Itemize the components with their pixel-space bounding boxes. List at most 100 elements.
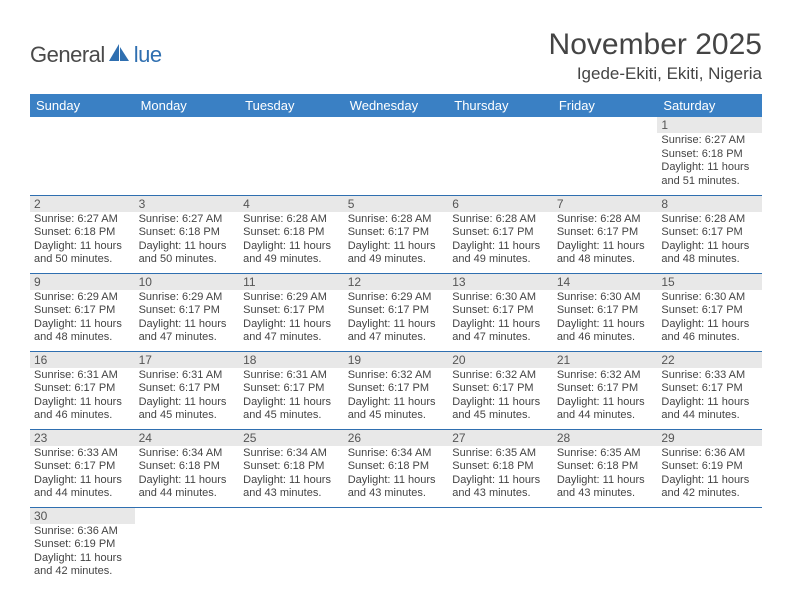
daylight-line: Daylight: 11 hours and 44 minutes. (661, 396, 758, 423)
day-number: 24 (135, 430, 240, 446)
sunset-line: Sunset: 6:17 PM (139, 304, 236, 318)
sunrise-line: Sunrise: 6:33 AM (661, 369, 758, 383)
title-block: November 2025 Igede-Ekiti, Ekiti, Nigeri… (549, 28, 762, 84)
day-number: 28 (553, 430, 658, 446)
day-number: 3 (135, 196, 240, 212)
day-details: Sunrise: 6:35 AMSunset: 6:18 PMDaylight:… (448, 446, 553, 503)
calendar-table: Sunday Monday Tuesday Wednesday Thursday… (30, 94, 762, 585)
calendar-cell: 30Sunrise: 6:36 AMSunset: 6:19 PMDayligh… (30, 507, 135, 585)
sunset-line: Sunset: 6:18 PM (243, 226, 340, 240)
day-details: Sunrise: 6:27 AMSunset: 6:18 PMDaylight:… (30, 212, 135, 269)
calendar-cell: 8Sunrise: 6:28 AMSunset: 6:17 PMDaylight… (657, 195, 762, 273)
daylight-line: Daylight: 11 hours and 43 minutes. (452, 474, 549, 501)
sunrise-line: Sunrise: 6:35 AM (557, 447, 654, 461)
sunset-line: Sunset: 6:18 PM (557, 460, 654, 474)
day-details: Sunrise: 6:31 AMSunset: 6:17 PMDaylight:… (30, 368, 135, 425)
calendar-cell (30, 117, 135, 195)
daylight-line: Daylight: 11 hours and 44 minutes. (34, 474, 131, 501)
sunset-line: Sunset: 6:17 PM (557, 226, 654, 240)
day-details: Sunrise: 6:36 AMSunset: 6:19 PMDaylight:… (657, 446, 762, 503)
calendar-cell: 2Sunrise: 6:27 AMSunset: 6:18 PMDaylight… (30, 195, 135, 273)
sunset-line: Sunset: 6:17 PM (452, 304, 549, 318)
sunrise-line: Sunrise: 6:34 AM (243, 447, 340, 461)
sunset-line: Sunset: 6:18 PM (661, 148, 758, 162)
daylight-line: Daylight: 11 hours and 43 minutes. (348, 474, 445, 501)
sunset-line: Sunset: 6:17 PM (34, 304, 131, 318)
day-details: Sunrise: 6:31 AMSunset: 6:17 PMDaylight:… (239, 368, 344, 425)
day-header: Thursday (448, 94, 553, 117)
calendar-cell: 14Sunrise: 6:30 AMSunset: 6:17 PMDayligh… (553, 273, 658, 351)
day-header: Friday (553, 94, 658, 117)
sunrise-line: Sunrise: 6:29 AM (348, 291, 445, 305)
daylight-line: Daylight: 11 hours and 49 minutes. (348, 240, 445, 267)
sunrise-line: Sunrise: 6:33 AM (34, 447, 131, 461)
calendar-cell: 21Sunrise: 6:32 AMSunset: 6:17 PMDayligh… (553, 351, 658, 429)
sunset-line: Sunset: 6:17 PM (557, 304, 654, 318)
calendar-cell (344, 117, 449, 195)
calendar-cell (135, 507, 240, 585)
sunset-line: Sunset: 6:17 PM (452, 382, 549, 396)
day-number: 12 (344, 274, 449, 290)
day-header: Monday (135, 94, 240, 117)
sunrise-line: Sunrise: 6:27 AM (661, 134, 758, 148)
calendar-cell: 3Sunrise: 6:27 AMSunset: 6:18 PMDaylight… (135, 195, 240, 273)
sunset-line: Sunset: 6:18 PM (452, 460, 549, 474)
daylight-line: Daylight: 11 hours and 45 minutes. (243, 396, 340, 423)
day-number: 22 (657, 352, 762, 368)
day-details: Sunrise: 6:32 AMSunset: 6:17 PMDaylight:… (344, 368, 449, 425)
calendar-cell: 4Sunrise: 6:28 AMSunset: 6:18 PMDaylight… (239, 195, 344, 273)
day-details: Sunrise: 6:30 AMSunset: 6:17 PMDaylight:… (657, 290, 762, 347)
calendar-cell: 22Sunrise: 6:33 AMSunset: 6:17 PMDayligh… (657, 351, 762, 429)
sunrise-line: Sunrise: 6:36 AM (661, 447, 758, 461)
calendar-cell: 11Sunrise: 6:29 AMSunset: 6:17 PMDayligh… (239, 273, 344, 351)
day-details: Sunrise: 6:28 AMSunset: 6:17 PMDaylight:… (448, 212, 553, 269)
day-details: Sunrise: 6:28 AMSunset: 6:18 PMDaylight:… (239, 212, 344, 269)
sunset-line: Sunset: 6:19 PM (661, 460, 758, 474)
sunset-line: Sunset: 6:19 PM (34, 538, 131, 552)
calendar-cell: 10Sunrise: 6:29 AMSunset: 6:17 PMDayligh… (135, 273, 240, 351)
day-details: Sunrise: 6:30 AMSunset: 6:17 PMDaylight:… (448, 290, 553, 347)
calendar-cell: 27Sunrise: 6:35 AMSunset: 6:18 PMDayligh… (448, 429, 553, 507)
daylight-line: Daylight: 11 hours and 45 minutes. (452, 396, 549, 423)
daylight-line: Daylight: 11 hours and 46 minutes. (661, 318, 758, 345)
sunrise-line: Sunrise: 6:27 AM (139, 213, 236, 227)
calendar-cell (239, 507, 344, 585)
daylight-line: Daylight: 11 hours and 48 minutes. (557, 240, 654, 267)
day-details: Sunrise: 6:35 AMSunset: 6:18 PMDaylight:… (553, 446, 658, 503)
daylight-line: Daylight: 11 hours and 46 minutes. (34, 396, 131, 423)
sunset-line: Sunset: 6:17 PM (452, 226, 549, 240)
sunrise-line: Sunrise: 6:34 AM (139, 447, 236, 461)
sunrise-line: Sunrise: 6:35 AM (452, 447, 549, 461)
sunrise-line: Sunrise: 6:28 AM (661, 213, 758, 227)
day-details: Sunrise: 6:31 AMSunset: 6:17 PMDaylight:… (135, 368, 240, 425)
day-number: 13 (448, 274, 553, 290)
day-details: Sunrise: 6:29 AMSunset: 6:17 PMDaylight:… (239, 290, 344, 347)
calendar-cell: 5Sunrise: 6:28 AMSunset: 6:17 PMDaylight… (344, 195, 449, 273)
day-details: Sunrise: 6:34 AMSunset: 6:18 PMDaylight:… (135, 446, 240, 503)
sunset-line: Sunset: 6:18 PM (348, 460, 445, 474)
daylight-line: Daylight: 11 hours and 50 minutes. (139, 240, 236, 267)
calendar-cell: 20Sunrise: 6:32 AMSunset: 6:17 PMDayligh… (448, 351, 553, 429)
day-details: Sunrise: 6:27 AMSunset: 6:18 PMDaylight:… (657, 133, 762, 190)
sunrise-line: Sunrise: 6:30 AM (452, 291, 549, 305)
calendar-cell: 19Sunrise: 6:32 AMSunset: 6:17 PMDayligh… (344, 351, 449, 429)
day-header: Tuesday (239, 94, 344, 117)
sunrise-line: Sunrise: 6:32 AM (348, 369, 445, 383)
day-number: 1 (657, 117, 762, 133)
daylight-line: Daylight: 11 hours and 51 minutes. (661, 161, 758, 188)
daylight-line: Daylight: 11 hours and 47 minutes. (348, 318, 445, 345)
daylight-line: Daylight: 11 hours and 43 minutes. (243, 474, 340, 501)
day-details: Sunrise: 6:29 AMSunset: 6:17 PMDaylight:… (30, 290, 135, 347)
calendar-row: 2Sunrise: 6:27 AMSunset: 6:18 PMDaylight… (30, 195, 762, 273)
calendar-cell: 7Sunrise: 6:28 AMSunset: 6:17 PMDaylight… (553, 195, 658, 273)
day-details: Sunrise: 6:36 AMSunset: 6:19 PMDaylight:… (30, 524, 135, 581)
sunset-line: Sunset: 6:17 PM (139, 382, 236, 396)
sunrise-line: Sunrise: 6:30 AM (661, 291, 758, 305)
logo-text-general: General (30, 42, 105, 68)
calendar-cell: 15Sunrise: 6:30 AMSunset: 6:17 PMDayligh… (657, 273, 762, 351)
calendar-body: 1Sunrise: 6:27 AMSunset: 6:18 PMDaylight… (30, 117, 762, 585)
day-number: 9 (30, 274, 135, 290)
day-number: 20 (448, 352, 553, 368)
sunrise-line: Sunrise: 6:28 AM (243, 213, 340, 227)
day-details: Sunrise: 6:28 AMSunset: 6:17 PMDaylight:… (344, 212, 449, 269)
